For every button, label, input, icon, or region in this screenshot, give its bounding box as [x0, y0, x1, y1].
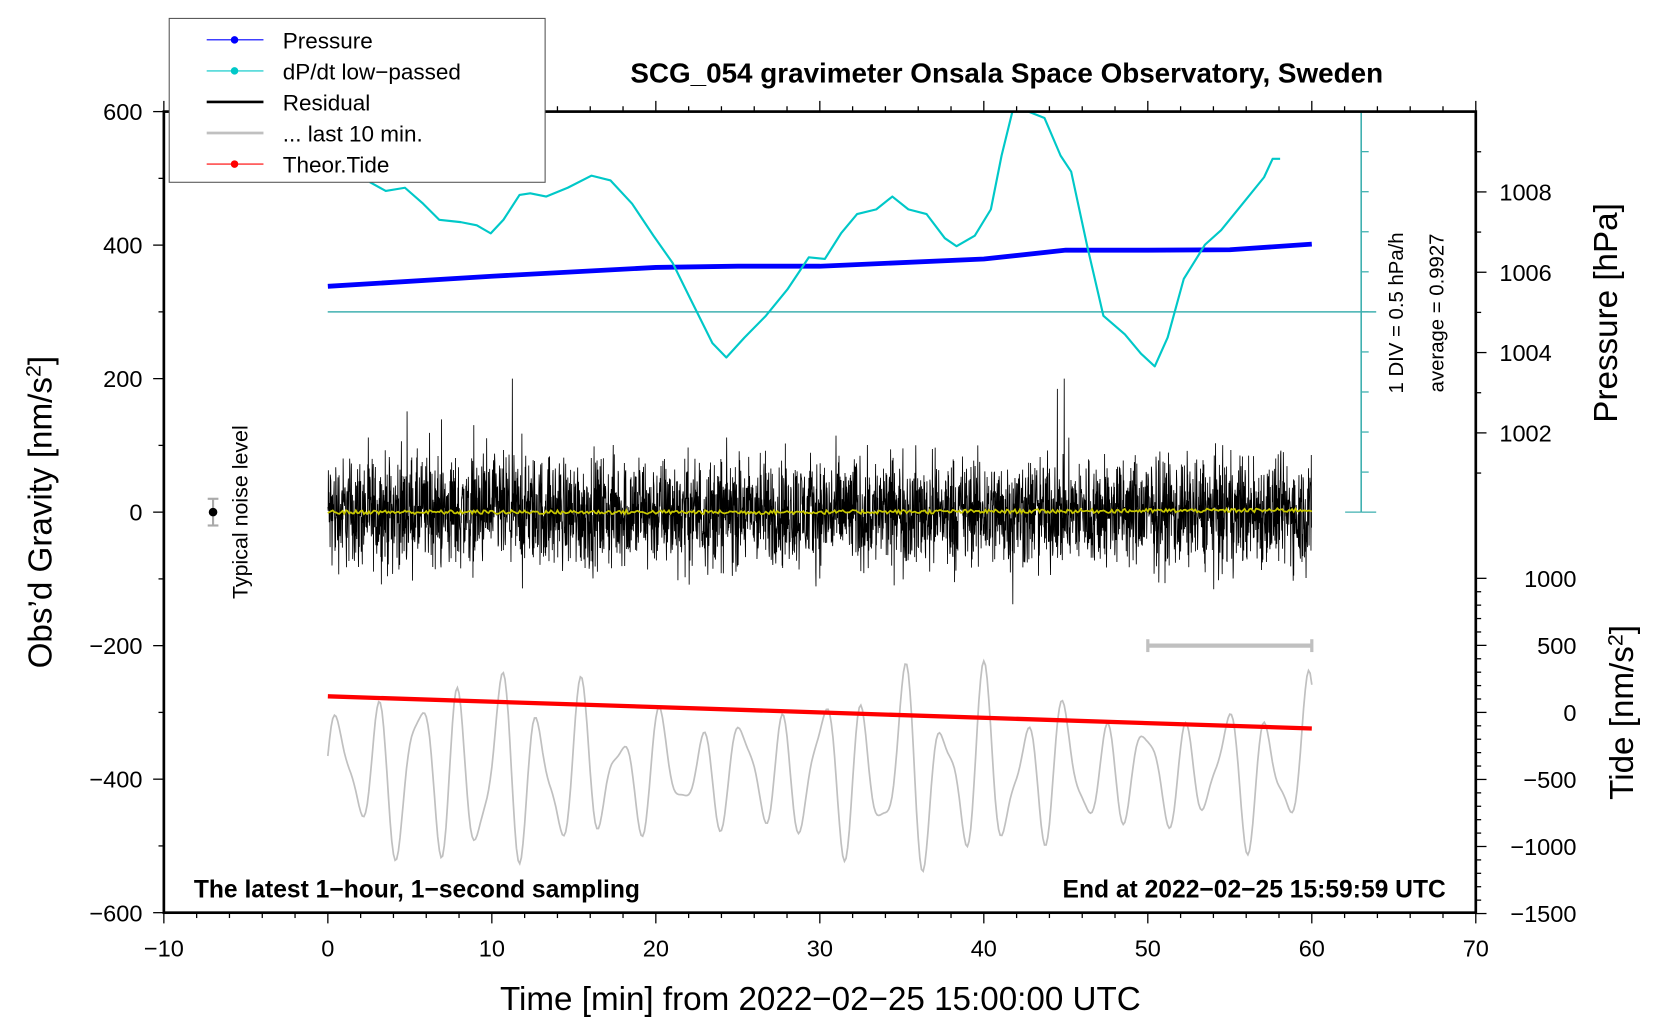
pressure-tick-label: 1002: [1499, 420, 1551, 446]
plot-frame: [162, 110, 1478, 915]
residual-smoothed-line: [327, 506, 1313, 516]
pressure-tick-label: 1004: [1499, 340, 1551, 366]
pressure-tick-label: 1006: [1499, 260, 1551, 286]
y-tick-label: 600: [103, 99, 142, 125]
legend-label: Residual: [283, 91, 371, 116]
legend-entries: Pressure dP/dt low−passed Residual ... last…: [206, 28, 461, 178]
y-axis-label-sup: 2: [22, 365, 46, 377]
x-tick-label: 60: [1299, 936, 1325, 962]
legend: Pressure dP/dt low−passed Residual ... last…: [168, 17, 546, 183]
tide-axis-label-sup: 2: [1604, 634, 1628, 646]
y-tick-label: 200: [103, 366, 142, 392]
legend-label: Theor.Tide: [283, 153, 390, 178]
noise-level-point: [208, 507, 218, 517]
tide-tick-label: 0: [1563, 700, 1576, 726]
dpdt-line: [369, 110, 1281, 368]
tide-axis-label: Tide [nm/s2]: [1604, 625, 1642, 800]
last-10-min-line: [326, 658, 1313, 873]
sampling-note: The latest 1−hour, 1−second sampling: [194, 877, 640, 904]
chart-title: SCG_054 gravimeter Onsala Space Observat…: [630, 58, 1383, 89]
pressure-axis-label: Pressure [hPa]: [1588, 203, 1625, 423]
y-axis-label: Obs’d Gravity [nm/s2]: [22, 356, 60, 669]
x-tick-label: 30: [807, 936, 833, 962]
average-label: average = 0.9927: [1427, 234, 1449, 393]
tide-axis-label-end: ]: [1604, 625, 1641, 634]
legend-label: ... last 10 min.: [283, 122, 423, 147]
tide-tick-label: −1500: [1510, 901, 1576, 927]
y-axis-label-text: Obs’d Gravity [nm/s: [22, 377, 59, 668]
legend-marker: [230, 36, 239, 44]
x-tick-label: 70: [1463, 936, 1489, 962]
legend-label: dP/dt low−passed: [283, 59, 461, 84]
x-axis-label: Time [min] from 2022−02−25 15:00:00 UTC: [500, 981, 1141, 1018]
y-tick-label: −200: [89, 633, 142, 659]
tide-axis-label-text: Tide [nm/s: [1604, 646, 1641, 800]
pressure-tick-label: 1008: [1499, 179, 1551, 205]
tick-labels: −10 0 10 20 30 40 50 60 70 600 400 200 0 −200 −400 −600…: [89, 99, 1576, 961]
x-tick-label: 0: [321, 936, 334, 962]
x-tick-label: −10: [144, 936, 184, 962]
legend-marker: [230, 160, 239, 168]
div-scale-label: 1 DIV = 0.5 hPa/h: [1386, 232, 1408, 393]
pressure-line: [327, 241, 1312, 289]
y-axis-label-end: ]: [22, 356, 59, 365]
y-tick-label: 0: [129, 500, 142, 526]
theoretical-tide-line: [327, 694, 1312, 731]
tide-tick-label: 500: [1537, 633, 1576, 659]
legend-box: [168, 17, 546, 183]
y-tick-label: 400: [103, 233, 142, 259]
y-tick-label: −400: [89, 767, 142, 793]
x-tick-label: 10: [479, 936, 505, 962]
tide-tick-label: −500: [1523, 767, 1576, 793]
x-tick-label: 20: [643, 936, 669, 962]
x-tick-label: 40: [971, 936, 997, 962]
tide-tick-label: 1000: [1524, 566, 1576, 592]
y-tick-label: −600: [89, 900, 142, 926]
noise-level-label: Typical noise level: [228, 425, 252, 599]
residual-line: [327, 378, 1312, 605]
tide-tick-label: −1000: [1510, 834, 1576, 860]
legend-marker: [230, 67, 239, 75]
x-tick-label: 50: [1135, 936, 1161, 962]
legend-label: Pressure: [283, 28, 373, 53]
end-time-note: End at 2022−02−25 15:59:59 UTC: [1063, 877, 1446, 904]
series-layer: [207, 110, 1377, 873]
